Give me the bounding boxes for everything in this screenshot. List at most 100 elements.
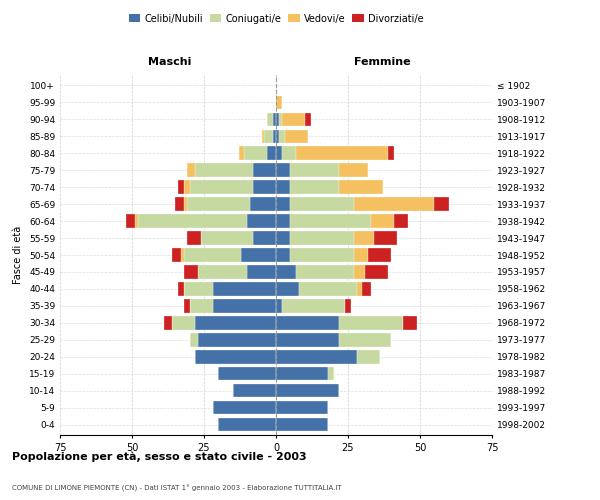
Bar — [164, 316, 172, 330]
Bar — [172, 248, 181, 262]
Bar — [253, 180, 276, 194]
Bar — [340, 180, 383, 194]
Bar — [290, 248, 354, 262]
Bar — [276, 248, 290, 262]
Bar — [172, 316, 196, 330]
Bar — [276, 146, 282, 160]
Y-axis label: Fasce di età: Fasce di età — [13, 226, 23, 284]
Bar — [276, 282, 299, 296]
Bar — [345, 300, 351, 312]
Bar — [265, 130, 273, 143]
Bar — [135, 214, 138, 228]
Bar — [296, 146, 388, 160]
Bar — [273, 112, 276, 126]
Bar — [279, 130, 284, 143]
Bar — [434, 198, 449, 210]
Bar — [276, 232, 290, 244]
Bar — [279, 112, 282, 126]
Bar — [276, 350, 356, 364]
Bar — [201, 232, 253, 244]
Bar — [305, 112, 311, 126]
Bar — [354, 248, 368, 262]
Bar — [184, 198, 187, 210]
Bar — [273, 130, 276, 143]
Bar — [196, 164, 253, 176]
Bar — [218, 367, 276, 380]
Bar — [190, 334, 198, 346]
Bar — [184, 282, 212, 296]
Bar — [181, 248, 184, 262]
Bar — [290, 164, 340, 176]
Bar — [368, 248, 391, 262]
Bar — [233, 384, 276, 398]
Bar — [247, 266, 276, 278]
Bar — [178, 282, 184, 296]
Bar — [356, 350, 380, 364]
Bar — [196, 316, 276, 330]
Bar — [290, 180, 340, 194]
Bar — [212, 300, 276, 312]
Text: Femmine: Femmine — [354, 56, 411, 66]
Bar — [354, 232, 374, 244]
Bar — [340, 164, 368, 176]
Text: Popolazione per età, sesso e stato civile - 2003: Popolazione per età, sesso e stato civil… — [12, 452, 307, 462]
Bar — [388, 146, 394, 160]
Bar — [187, 198, 250, 210]
Bar — [284, 130, 308, 143]
Bar — [218, 418, 276, 432]
Bar — [290, 232, 354, 244]
Bar — [253, 232, 276, 244]
Bar — [276, 180, 290, 194]
Bar — [340, 334, 391, 346]
Bar — [354, 198, 434, 210]
Bar — [175, 198, 184, 210]
Bar — [190, 300, 212, 312]
Bar — [184, 248, 241, 262]
Bar — [276, 334, 340, 346]
Bar — [239, 146, 244, 160]
Bar — [276, 130, 279, 143]
Bar — [268, 146, 276, 160]
Bar — [296, 266, 354, 278]
Bar — [282, 146, 296, 160]
Bar — [184, 266, 198, 278]
Bar — [184, 300, 190, 312]
Bar — [276, 367, 328, 380]
Bar — [184, 180, 190, 194]
Bar — [198, 334, 276, 346]
Bar — [290, 214, 371, 228]
Bar — [328, 367, 334, 380]
Bar — [187, 164, 196, 176]
Bar — [212, 401, 276, 414]
Bar — [212, 282, 276, 296]
Bar — [253, 164, 276, 176]
Bar — [374, 232, 397, 244]
Bar — [340, 316, 403, 330]
Bar — [276, 164, 290, 176]
Text: Maschi: Maschi — [148, 56, 191, 66]
Bar — [282, 112, 305, 126]
Bar — [276, 198, 290, 210]
Bar — [268, 112, 273, 126]
Bar — [190, 180, 253, 194]
Bar — [262, 130, 265, 143]
Bar — [126, 214, 135, 228]
Bar — [282, 300, 345, 312]
Bar — [276, 418, 328, 432]
Bar — [196, 350, 276, 364]
Bar — [276, 401, 328, 414]
Bar — [371, 214, 394, 228]
Bar — [241, 248, 276, 262]
Bar — [354, 266, 365, 278]
Bar — [290, 198, 354, 210]
Bar — [250, 198, 276, 210]
Bar — [276, 316, 340, 330]
Bar — [365, 266, 388, 278]
Legend: Celibi/Nubili, Coniugati/e, Vedovi/e, Divorziati/e: Celibi/Nubili, Coniugati/e, Vedovi/e, Di… — [125, 10, 427, 28]
Bar — [394, 214, 409, 228]
Bar — [178, 180, 184, 194]
Text: COMUNE DI LIMONE PIEMONTE (CN) - Dati ISTAT 1° gennaio 2003 - Elaborazione TUTTI: COMUNE DI LIMONE PIEMONTE (CN) - Dati IS… — [12, 486, 341, 492]
Bar — [276, 300, 282, 312]
Bar — [276, 96, 282, 109]
Bar — [187, 232, 201, 244]
